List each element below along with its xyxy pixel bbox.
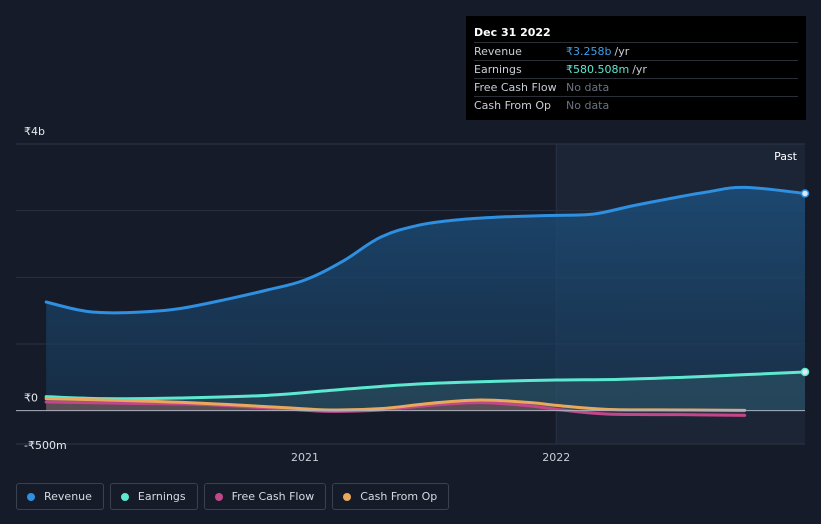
endpoint-marker-earnings xyxy=(800,367,810,377)
tooltip-row-free-cash-flow: Free Cash Flow No data xyxy=(474,78,798,96)
legend-item-free-cash-flow[interactable]: Free Cash Flow xyxy=(203,483,327,510)
line-layer xyxy=(16,185,810,417)
series-line-earnings xyxy=(44,370,807,401)
tooltip-label: Free Cash Flow xyxy=(474,81,557,94)
tooltip-row-cash-from-op: Cash From Op No data xyxy=(474,96,798,114)
legend-label: Cash From Op xyxy=(360,490,438,503)
series-line-cash-from-op xyxy=(44,397,747,412)
legend-label: Revenue xyxy=(44,490,92,503)
legend-dot-icon xyxy=(27,492,35,501)
legend-label: Free Cash Flow xyxy=(231,490,315,503)
x-tick-label: 2022 xyxy=(542,451,570,464)
tooltip-unit: /yr xyxy=(632,63,647,76)
tooltip: Dec 31 2022 Revenue ₹3.258b /yr Earnings… xyxy=(466,16,806,120)
tooltip-label: Cash From Op xyxy=(474,99,552,112)
legend-dot-icon xyxy=(343,492,352,501)
series-line-revenue xyxy=(44,185,807,315)
y-tick-label: ₹4b xyxy=(24,125,45,138)
tooltip-value: ₹580.508m xyxy=(566,63,630,76)
tooltip-row-revenue: Revenue ₹3.258b /yr xyxy=(474,42,798,60)
area-earnings xyxy=(46,372,805,411)
tooltip-row-earnings: Earnings ₹580.508m /yr xyxy=(474,60,798,78)
y-tick-label: -₹500m xyxy=(24,439,67,452)
legend-dot-icon xyxy=(120,492,129,501)
x-tick-label: 2021 xyxy=(291,451,319,464)
y-tick-label: ₹0 xyxy=(24,392,38,405)
area-revenue xyxy=(46,187,805,411)
legend-item-cash-from-op[interactable]: Cash From Op xyxy=(332,483,450,510)
legend-label: Earnings xyxy=(137,490,186,503)
text-layer: ₹4b ₹0 -₹500m 2021 2022 Past xyxy=(24,125,798,464)
legend-item-revenue[interactable]: Revenue xyxy=(16,483,104,510)
legend-dot-icon xyxy=(214,492,223,501)
tooltip-date: Dec 31 2022 xyxy=(474,26,551,39)
tooltip-unit: /yr xyxy=(614,45,630,58)
past-label: Past xyxy=(774,150,798,163)
legend: Revenue Earnings Free Cash Flow Cash Fro… xyxy=(16,483,450,510)
endpoint-marker-revenue xyxy=(800,189,810,198)
tooltip-value: No data xyxy=(566,81,610,94)
tooltip-value: ₹3.258b xyxy=(566,45,612,58)
tooltip-value: No data xyxy=(566,99,610,112)
tooltip-label: Earnings xyxy=(474,63,522,76)
tooltip-label: Revenue xyxy=(474,45,522,58)
area-layer xyxy=(46,187,805,416)
legend-item-earnings[interactable]: Earnings xyxy=(109,483,198,510)
